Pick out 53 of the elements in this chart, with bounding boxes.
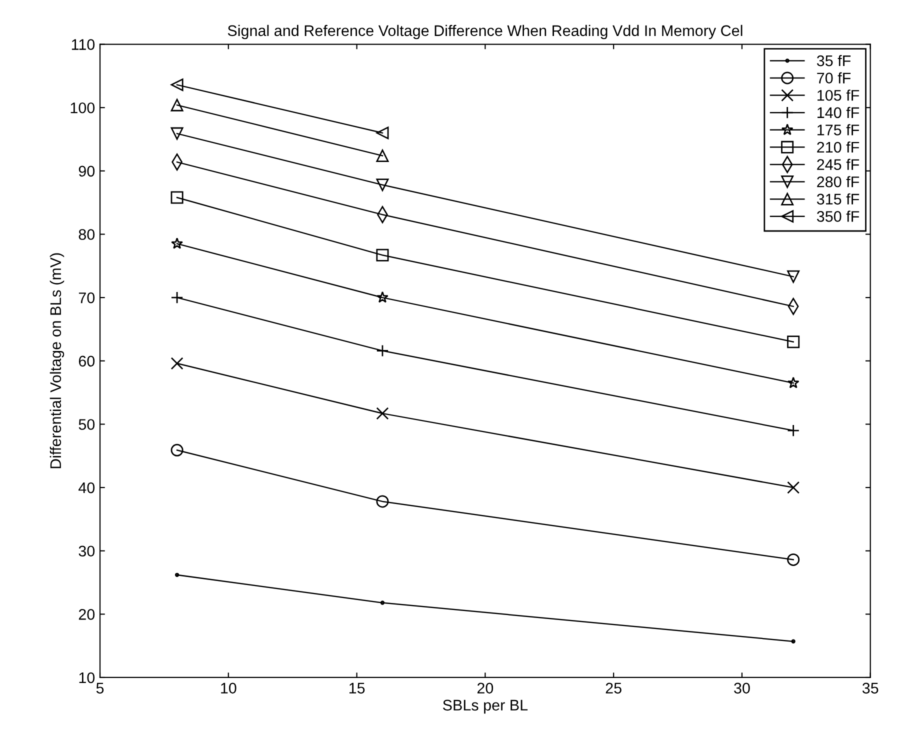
y-tick-label: 60 — [78, 356, 95, 367]
point — [787, 481, 800, 494]
point — [376, 248, 389, 262]
x-tick-label: 15 — [349, 682, 365, 694]
point — [170, 98, 184, 112]
point — [791, 639, 796, 644]
x-tick-label: 25 — [606, 682, 622, 694]
x-tick-label: 20 — [477, 682, 494, 694]
point — [170, 191, 184, 204]
y-tick-label: 80 — [78, 229, 95, 240]
legend-label: 35 fF — [816, 54, 851, 66]
point — [376, 126, 389, 140]
point — [787, 553, 800, 566]
y-tick-label: 90 — [78, 166, 95, 177]
point — [170, 127, 184, 140]
legend-label: 140 fF — [818, 106, 860, 118]
y-tick-label: 40 — [78, 482, 95, 494]
x-axis-title: SBLs per BL — [443, 700, 528, 714]
y-tick-label: 10 — [79, 672, 95, 684]
x-tick-label: 30 — [734, 682, 750, 694]
point — [376, 291, 388, 303]
point — [376, 178, 389, 192]
point — [174, 572, 180, 577]
legend-label: 280 fF — [817, 176, 860, 188]
legend-label: 350 fF — [816, 210, 860, 222]
point — [170, 78, 184, 92]
chart-title: Signal and Reference Voltage Difference When Reading Vdd In Memory Cel — [228, 24, 742, 40]
point — [787, 336, 800, 348]
legend-label: 175 fF — [818, 124, 860, 136]
point — [171, 237, 184, 249]
point — [380, 600, 385, 605]
point — [787, 376, 800, 388]
y-tick-label: 100 — [70, 102, 95, 114]
y-tick-label: 110 — [72, 39, 95, 50]
y-axis-title: Differential Voltage on BLs (mV) — [50, 253, 64, 468]
y-tick-label: 20 — [78, 609, 95, 620]
point — [376, 495, 389, 508]
point — [376, 407, 389, 420]
y-tick-label: 70 — [78, 292, 95, 304]
point — [170, 444, 184, 456]
legend-label: 105 fF — [818, 90, 860, 101]
x-tick-label: 35 — [862, 682, 878, 694]
legend-label: 315 fF — [816, 193, 860, 205]
point — [787, 270, 800, 283]
legend-label: 245 fF — [817, 158, 860, 170]
x-tick-label: 5 — [96, 682, 104, 694]
y-tick-label: 50 — [78, 419, 95, 430]
legend-label: 70 fF — [817, 72, 851, 84]
point — [170, 357, 184, 370]
x-tick-label: 10 — [221, 682, 236, 694]
point — [376, 149, 389, 162]
y-tick-label: 30 — [78, 546, 95, 557]
legend-label: 210 fF — [817, 141, 860, 153]
